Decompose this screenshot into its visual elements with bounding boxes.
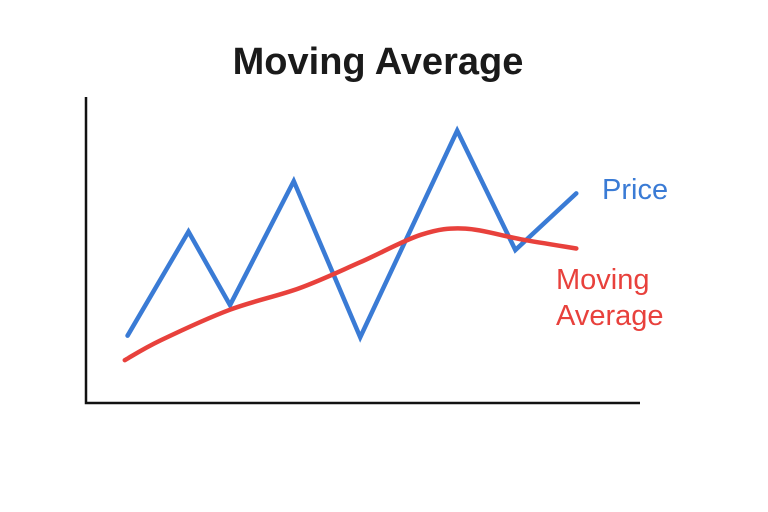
series-line xyxy=(122,226,579,363)
series-label: Price xyxy=(602,174,669,206)
chart-title: Moving Average xyxy=(233,41,524,83)
series-label: Moving Average xyxy=(556,264,664,332)
series-line xyxy=(125,125,579,343)
axes xyxy=(84,97,640,405)
